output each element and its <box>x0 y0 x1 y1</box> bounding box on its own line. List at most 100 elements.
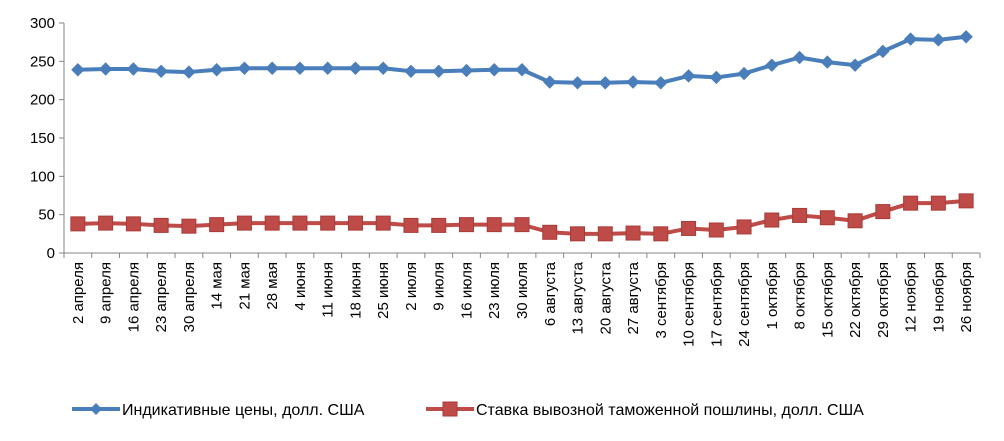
data-point <box>70 216 86 232</box>
data-point <box>404 64 418 79</box>
data-point <box>209 217 225 233</box>
data-point <box>819 210 835 226</box>
data-point <box>431 217 447 233</box>
data-point <box>375 215 391 231</box>
data-point <box>182 65 196 79</box>
data-point <box>126 62 141 76</box>
x-tick-label: 23 июля <box>486 262 503 319</box>
x-tick-label: 16 июля <box>458 262 475 319</box>
x-tick-label: 22 октября <box>847 262 864 338</box>
data-point <box>737 66 751 81</box>
legend-label-1: Индикативные цены, долл. США <box>122 402 365 419</box>
data-point <box>486 217 502 233</box>
data-point <box>543 75 557 89</box>
x-tick-label: 13 августа <box>570 261 587 334</box>
x-tick-label: 15 октября <box>819 262 836 338</box>
data-point <box>931 33 946 47</box>
data-point <box>181 218 197 234</box>
x-tick-label: 12 ноября <box>903 262 920 333</box>
data-point <box>265 61 279 75</box>
x-tick-label: 9 апреля <box>98 262 115 324</box>
legend-marker-diamond <box>90 403 102 415</box>
x-tick-label: 10 сентября <box>681 262 698 347</box>
data-point <box>708 222 724 238</box>
data-point <box>848 58 862 72</box>
data-point <box>681 220 697 236</box>
x-tick-label: 17 сентября <box>708 262 725 347</box>
data-point <box>542 224 558 240</box>
data-point <box>125 216 141 232</box>
x-tick-label: 8 октября <box>792 262 809 329</box>
x-tick-label: 3 сентября <box>653 262 670 339</box>
data-point <box>764 212 780 228</box>
data-point <box>458 217 474 233</box>
data-point <box>598 76 612 90</box>
y-tick-label: 200 <box>30 92 55 109</box>
x-tick-label: 18 июня <box>347 262 364 319</box>
x-tick-label: 27 августа <box>625 261 642 334</box>
x-tick-label: 16 апреля <box>125 262 142 332</box>
x-tick-label: 6 августа <box>542 261 559 326</box>
y-tick-label: 0 <box>47 245 55 262</box>
data-point <box>293 61 307 75</box>
x-tick-label: 19 ноября <box>930 262 947 333</box>
data-point <box>903 195 919 211</box>
legend-marker-square <box>442 401 458 417</box>
x-tick-label: 14 мая <box>209 262 226 310</box>
data-point <box>903 32 918 46</box>
data-point <box>153 217 169 233</box>
x-tick-label: 2 апреля <box>70 262 87 324</box>
series-group <box>70 30 974 242</box>
x-tick-label: 30 апреля <box>181 262 198 332</box>
x-tick-labels: 2 апреля 9 апреля 16 апреля 23 апреля 30 апр… <box>70 261 975 347</box>
x-tick-label: 25 июня <box>375 262 392 319</box>
data-point <box>459 63 474 78</box>
data-point <box>570 76 585 90</box>
data-point <box>625 225 641 241</box>
data-point <box>570 226 586 242</box>
data-point <box>71 63 85 77</box>
x-tick-label: 21 мая <box>236 262 253 310</box>
data-point <box>154 64 168 79</box>
data-point <box>487 63 501 77</box>
data-point <box>403 217 419 233</box>
x-tick-label: 1 октября <box>764 262 781 329</box>
data-point <box>347 215 363 231</box>
data-point <box>376 61 390 75</box>
data-point <box>236 215 252 231</box>
data-point <box>597 226 613 242</box>
data-point <box>792 50 807 65</box>
data-point <box>98 215 114 231</box>
data-point <box>736 219 752 235</box>
data-point <box>875 204 891 220</box>
data-point <box>348 61 363 75</box>
y-tick-label: 250 <box>30 53 55 70</box>
x-tick-label: 4 июня <box>292 262 309 311</box>
data-point <box>626 75 640 89</box>
data-point <box>820 55 835 69</box>
data-point <box>515 63 529 77</box>
y-tick-label: 300 <box>30 15 55 32</box>
x-tick-label: 11 июня <box>320 262 337 318</box>
data-point <box>930 195 946 211</box>
x-tick-label: 20 августа <box>597 261 614 334</box>
data-point <box>958 193 974 209</box>
data-point <box>792 207 808 223</box>
data-point <box>320 61 335 75</box>
x-tick-label: 2 июля <box>403 262 420 311</box>
data-point <box>681 69 696 83</box>
x-tick-label: 9 июля <box>431 262 448 311</box>
data-point <box>959 30 973 44</box>
data-point <box>292 215 308 231</box>
y-tick-label: 100 <box>30 168 55 185</box>
y-tick-label: 50 <box>38 207 55 224</box>
data-point <box>98 62 113 76</box>
legend-label-2: Ставка вывозной таможенной пошлины, долл… <box>476 402 864 419</box>
data-point <box>237 61 252 75</box>
data-point <box>709 70 724 85</box>
data-point <box>654 76 668 90</box>
data-point <box>264 215 280 231</box>
x-tick-label: 26 ноября <box>958 262 975 333</box>
data-point <box>653 226 669 242</box>
